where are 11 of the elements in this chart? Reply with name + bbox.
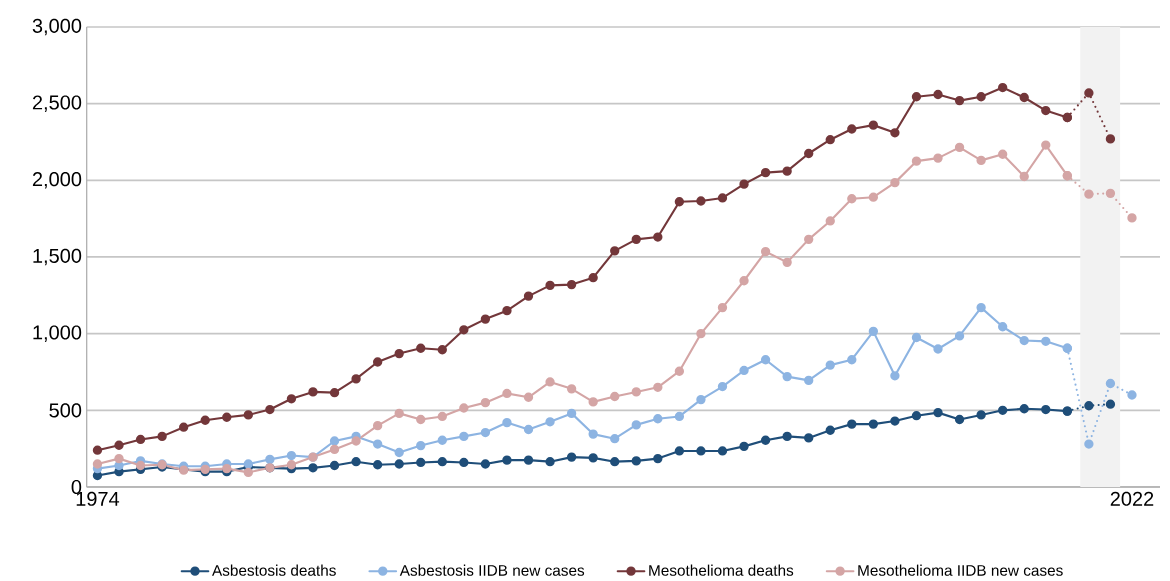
y-tick-label: 2,500 bbox=[32, 95, 82, 112]
legend-label: Mesothelioma deaths bbox=[649, 564, 794, 576]
legend-label: Asbestosis IIDB new cases bbox=[399, 564, 585, 576]
y-tick-label: 3,000 bbox=[32, 18, 82, 36]
y-tick-label: 1,500 bbox=[33, 248, 82, 266]
y-tick-label: 1,000 bbox=[33, 325, 82, 342]
y-tick-label: 500 bbox=[49, 403, 82, 418]
x-tick-label: 2022 bbox=[1110, 491, 1154, 506]
legend-label: Mesothelioma IIDB new cases bbox=[858, 564, 1063, 576]
y-tick-label: 2,000 bbox=[32, 172, 82, 189]
legend-label: Asbestosis deaths bbox=[212, 564, 336, 576]
